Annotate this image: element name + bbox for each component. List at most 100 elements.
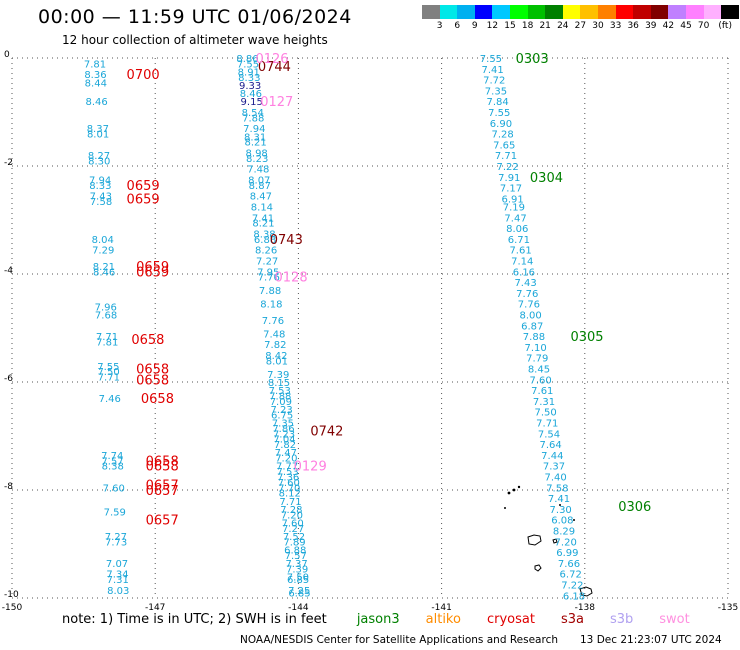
- wave-height-value: 6.71: [508, 235, 530, 246]
- pass-time-label: 0126: [255, 52, 288, 67]
- legend-swatch: [685, 5, 704, 19]
- grid-lines: [11, 57, 729, 599]
- wave-height-value: 7.29: [92, 246, 114, 257]
- wave-height-value: 7.46: [99, 394, 121, 405]
- wave-height-value: 7.37: [285, 559, 307, 570]
- pass-time-label: 0127: [260, 95, 293, 110]
- wave-height-value: 7.70: [278, 483, 300, 494]
- wave-height-value: 7.79: [526, 354, 548, 365]
- color-legend: 3 6 9 12 15 18 21 24 27 30 33 36 39 42 45 70 (ft): [422, 5, 739, 33]
- x-tick-label: -141: [431, 603, 451, 610]
- legend-label: (ft): [718, 21, 732, 31]
- wave-height-value: 7.57: [285, 551, 307, 562]
- legend-label: 24: [557, 21, 569, 31]
- wave-height-value: 9.15: [241, 97, 263, 108]
- x-tick-label: -147: [145, 603, 165, 610]
- wave-height-value: 7.55: [488, 108, 510, 119]
- wave-height-value: 7.76: [262, 316, 284, 327]
- mission-swot: swot: [659, 612, 690, 627]
- wave-height-value: 7.65: [493, 140, 515, 151]
- wave-height-value: 7.43: [90, 192, 112, 203]
- island-outline: [534, 564, 542, 572]
- wave-height-value: 7.10: [524, 343, 546, 354]
- wave-height-value: 8.14: [251, 203, 273, 214]
- wave-height-value: 7.47: [504, 213, 526, 224]
- wave-height-value: 6.99: [556, 548, 578, 559]
- wave-height-value: 8.12: [279, 489, 301, 500]
- wave-height-value: 7.60: [282, 518, 304, 529]
- legend-label: 12: [486, 21, 499, 31]
- wave-height-value: 7.40: [545, 473, 567, 484]
- wave-height-value: 7.37: [543, 462, 565, 473]
- wave-height-value: 8.33: [238, 73, 260, 84]
- wave-height-map: -150 -147 -144 -141 -138 -135 0 -2 -4 -6 -8 -10 7.8…: [2, 50, 738, 610]
- wave-height-value: 7.31: [533, 397, 555, 408]
- x-tick-label: -144: [288, 603, 309, 610]
- wave-height-value: 7.07: [106, 559, 128, 570]
- wave-height-value: 7.61: [531, 386, 553, 397]
- wave-height-value: 6.87: [521, 321, 543, 332]
- wave-height-value: 7.20: [281, 510, 303, 521]
- wave-height-value: 7.04: [273, 435, 295, 446]
- legend-swatch: [650, 5, 669, 19]
- legend-swatch: [721, 5, 739, 19]
- note-row: note: 1) Time is in UTC; 2) SWH is in fe…: [62, 612, 740, 627]
- wave-height-values: 7.818.368.448.468.378.018.278.307.948.33…: [84, 54, 585, 602]
- wave-height-value: 6.85: [287, 575, 309, 586]
- legend-swatch: [615, 5, 634, 19]
- wave-height-value: 7.25: [288, 586, 310, 597]
- x-tick-label: -135: [718, 603, 738, 610]
- wave-height-value: 7.59: [104, 508, 126, 519]
- wave-height-value: 7.23: [273, 429, 295, 440]
- wave-height-value: 7.88: [269, 392, 291, 403]
- wave-height-value: 7.31: [107, 575, 129, 586]
- axis-ticks: -150 -147 -144 -141 -138 -135 0 -2 -4 -6 -8 -10: [2, 50, 738, 610]
- y-tick-label: -8: [4, 482, 13, 492]
- mission-jason3: jason3: [356, 612, 400, 627]
- pass-time-label: 0305: [570, 330, 603, 345]
- wave-height-value: 6.88: [284, 545, 306, 556]
- wave-height-value: 7.71: [96, 332, 118, 343]
- legend-swatch: [545, 5, 563, 19]
- wave-height-value: 7.91: [498, 173, 520, 184]
- pass-time-label: 0657: [146, 479, 179, 494]
- legend-swatch: [439, 5, 458, 19]
- chart-subtitle: 12 hour collection of altimeter wave hei…: [62, 33, 328, 47]
- legend-swatch: [597, 5, 616, 19]
- wave-height-value: 7.28: [280, 505, 302, 516]
- mission-s3b: s3b: [609, 612, 634, 627]
- legend-label: 18: [521, 21, 534, 31]
- wave-height-value: 7.88: [242, 113, 264, 124]
- legend-label: 36: [627, 21, 639, 31]
- wave-height-value: 8.06: [506, 224, 528, 235]
- wave-height-value: 7.34: [106, 570, 128, 581]
- wave-height-value: 7.72: [483, 76, 505, 87]
- mission-cryosat: cryosat: [486, 612, 535, 627]
- wave-height-value: 8.18: [260, 300, 282, 311]
- island-dot: [559, 504, 561, 506]
- legend-label: 21: [539, 21, 551, 31]
- y-tick-label: -6: [4, 374, 13, 384]
- pass-time-label: 0659: [136, 260, 169, 275]
- wave-height-value: 6.90: [490, 119, 512, 130]
- legend-swatch: [580, 5, 598, 19]
- wave-height-value: 7.48: [247, 165, 269, 176]
- wave-height-value: 7.27: [256, 257, 278, 268]
- pass-time-label: 0659: [127, 179, 160, 194]
- wave-height-value: 7.86: [272, 424, 294, 435]
- wave-height-value: 7.55: [97, 362, 119, 373]
- wave-height-value: 8.86: [236, 54, 258, 65]
- pass-time-label: 0658: [146, 454, 179, 469]
- legend-swatch: [457, 5, 475, 19]
- wave-height-value: 8.30: [88, 157, 110, 168]
- wave-height-value: 7.81: [84, 59, 106, 70]
- wave-height-value: 6.16: [513, 267, 535, 278]
- wave-height-value: 7.50: [535, 408, 557, 419]
- legend-swatch: [492, 5, 510, 19]
- wave-height-value: 8.23: [246, 154, 268, 165]
- wave-height-value: 7.60: [529, 375, 551, 386]
- wave-height-value: 7.76: [258, 273, 280, 284]
- wave-height-value: 7.76: [518, 300, 540, 311]
- legend-label: 27: [574, 21, 587, 31]
- wave-height-value: 7.30: [550, 505, 572, 516]
